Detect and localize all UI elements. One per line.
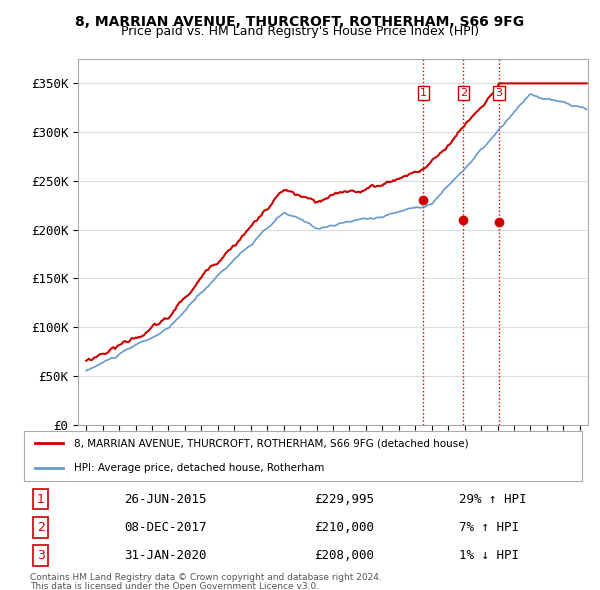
- Text: 3: 3: [496, 88, 502, 99]
- Text: 29% ↑ HPI: 29% ↑ HPI: [459, 493, 527, 506]
- Text: 08-DEC-2017: 08-DEC-2017: [124, 521, 207, 534]
- Text: £210,000: £210,000: [314, 521, 374, 534]
- Text: 8, MARRIAN AVENUE, THURCROFT, ROTHERHAM, S66 9FG (detached house): 8, MARRIAN AVENUE, THURCROFT, ROTHERHAM,…: [74, 438, 469, 448]
- Text: HPI: Average price, detached house, Rotherham: HPI: Average price, detached house, Roth…: [74, 463, 325, 473]
- Text: 26-JUN-2015: 26-JUN-2015: [124, 493, 207, 506]
- Text: 7% ↑ HPI: 7% ↑ HPI: [459, 521, 519, 534]
- Text: 1% ↓ HPI: 1% ↓ HPI: [459, 549, 519, 562]
- Text: £229,995: £229,995: [314, 493, 374, 506]
- Text: 1: 1: [37, 493, 44, 506]
- Text: 8, MARRIAN AVENUE, THURCROFT, ROTHERHAM, S66 9FG: 8, MARRIAN AVENUE, THURCROFT, ROTHERHAM,…: [76, 15, 524, 29]
- Text: Contains HM Land Registry data © Crown copyright and database right 2024.: Contains HM Land Registry data © Crown c…: [30, 573, 382, 582]
- Text: Price paid vs. HM Land Registry's House Price Index (HPI): Price paid vs. HM Land Registry's House …: [121, 25, 479, 38]
- Text: 1: 1: [420, 88, 427, 99]
- Text: This data is licensed under the Open Government Licence v3.0.: This data is licensed under the Open Gov…: [30, 582, 319, 590]
- Text: 2: 2: [37, 521, 44, 534]
- Text: 31-JAN-2020: 31-JAN-2020: [124, 549, 207, 562]
- Text: 2: 2: [460, 88, 467, 99]
- Text: £208,000: £208,000: [314, 549, 374, 562]
- Text: 3: 3: [37, 549, 44, 562]
